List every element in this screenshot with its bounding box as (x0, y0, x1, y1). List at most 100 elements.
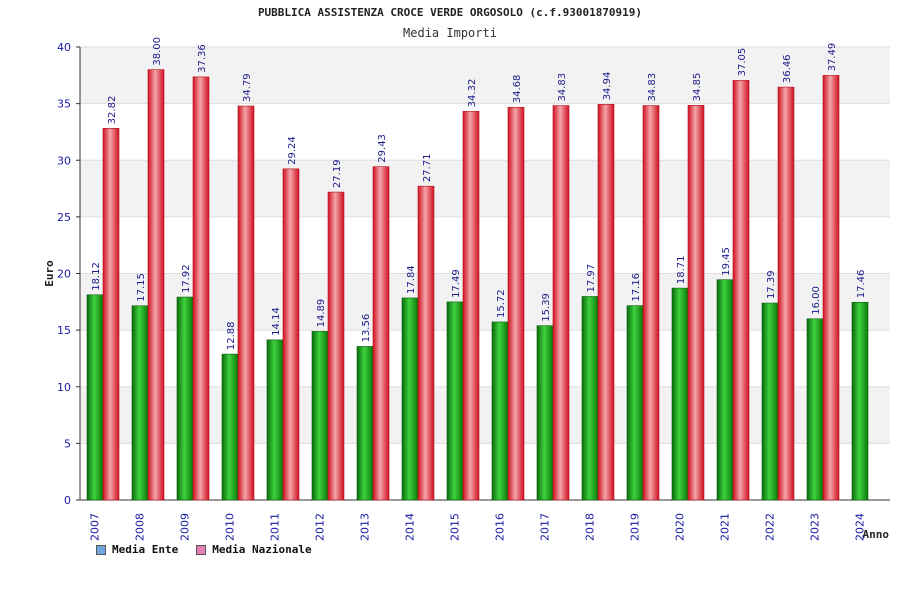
x-tick-label: 2007 (89, 513, 102, 541)
bar-media-nazionale (642, 105, 660, 501)
plot-band (80, 103, 890, 161)
bar-media-ente (176, 296, 194, 501)
data-label-media-ente: 17.15 (136, 273, 147, 302)
bar-media-nazionale (147, 69, 165, 501)
data-label-media-ente: 17.97 (586, 264, 597, 293)
legend-swatch-media-nazionale (196, 544, 207, 555)
bar-media-nazionale (462, 111, 480, 501)
bar-media-ente (716, 279, 734, 501)
data-label-media-ente: 14.89 (316, 299, 327, 328)
data-label-media-ente: 17.84 (406, 265, 417, 294)
x-tick-label: 2018 (584, 513, 597, 541)
bar-media-nazionale (777, 86, 795, 501)
x-tick-label: 2011 (269, 513, 282, 541)
y-tick-label: 25 (57, 211, 71, 224)
data-label-media-nazionale: 38.00 (152, 37, 163, 66)
x-tick-label: 2012 (314, 513, 327, 541)
y-tick-label: 40 (57, 41, 71, 54)
x-tick-label: 2010 (224, 513, 237, 541)
data-label-media-nazionale: 34.83 (557, 73, 568, 102)
bar-media-ente (851, 301, 869, 501)
x-tick-label: 2009 (179, 513, 192, 541)
bar-media-ente (311, 331, 329, 501)
bar-media-ente (86, 294, 104, 501)
bar-media-nazionale (552, 105, 570, 501)
x-tick-label: 2020 (674, 513, 687, 541)
bar-media-nazionale (102, 128, 120, 501)
bar-media-ente (626, 305, 644, 501)
bar-media-nazionale (282, 168, 300, 501)
data-label-media-ente: 19.45 (721, 247, 732, 276)
bar-media-nazionale (417, 185, 435, 501)
data-label-media-ente: 18.71 (676, 255, 687, 284)
bar-media-nazionale (372, 166, 390, 501)
data-label-media-ente: 13.56 (361, 314, 372, 343)
y-tick-label: 5 (64, 437, 71, 450)
data-label-media-ente: 12.88 (226, 321, 237, 350)
data-label-media-ente: 17.92 (181, 264, 192, 293)
bar-media-nazionale (192, 76, 210, 501)
y-tick-label: 30 (57, 154, 71, 167)
bar-media-ente (401, 297, 419, 501)
bar-media-nazionale (237, 105, 255, 501)
bar-media-ente (356, 346, 374, 501)
bar-media-ente (131, 305, 149, 501)
data-label-media-ente: 15.39 (541, 293, 552, 322)
y-tick-label: 35 (57, 98, 71, 111)
data-label-media-nazionale: 34.85 (692, 73, 703, 102)
plot-band (80, 273, 890, 331)
bar-media-ente (446, 301, 464, 501)
data-label-media-ente: 17.39 (766, 270, 777, 299)
data-label-media-ente: 16.00 (811, 286, 822, 315)
x-tick-label: 2015 (449, 513, 462, 541)
x-tick-label: 2014 (404, 513, 417, 541)
data-label-media-ente: 14.14 (271, 307, 282, 336)
data-label-media-nazionale: 37.36 (197, 44, 208, 73)
data-label-media-nazionale: 36.46 (782, 54, 793, 83)
data-label-media-nazionale: 29.43 (377, 134, 388, 163)
legend-swatch-media-ente (96, 544, 106, 555)
bar-media-ente (671, 287, 689, 501)
bar-media-ente (806, 318, 824, 501)
bar-media-nazionale (822, 75, 840, 501)
bar-media-nazionale (507, 106, 525, 501)
legend-item-media-nazionale: Media Nazionale (196, 543, 312, 556)
bar-media-nazionale (687, 105, 705, 501)
data-label-media-ente: 15.72 (496, 289, 507, 318)
bar-media-nazionale (597, 104, 615, 501)
data-label-media-nazionale: 34.68 (512, 75, 523, 104)
x-tick-label: 2013 (359, 513, 372, 541)
y-tick-label: 10 (57, 381, 71, 394)
y-axis-label: Euro (43, 260, 56, 287)
plot-band (80, 216, 890, 274)
data-label-media-nazionale: 34.94 (602, 72, 613, 101)
data-label-media-ente: 17.49 (451, 269, 462, 298)
bar-media-ente (581, 296, 599, 501)
plot-band (80, 47, 890, 104)
data-label-media-nazionale: 32.82 (107, 96, 118, 125)
chart-legend: Media Ente Media Nazionale (96, 543, 312, 556)
x-tick-label: 2016 (494, 513, 507, 541)
data-label-media-nazionale: 37.49 (827, 43, 838, 72)
data-label-media-nazionale: 29.24 (287, 136, 298, 165)
data-label-media-ente: 17.46 (856, 270, 867, 299)
data-label-media-nazionale: 34.79 (242, 73, 253, 102)
plot-band (80, 443, 890, 500)
chart-title: PUBBLICA ASSISTENZA CROCE VERDE ORGOSOLO… (257, 6, 643, 19)
data-label-media-ente: 18.12 (91, 262, 102, 291)
data-label-media-nazionale: 27.71 (422, 154, 433, 183)
y-tick-label: 0 (64, 494, 71, 507)
x-tick-label: 2008 (134, 513, 147, 541)
data-label-media-nazionale: 34.83 (647, 73, 658, 102)
y-tick-label: 20 (57, 268, 71, 281)
x-tick-label: 2023 (809, 513, 822, 541)
bar-media-ente (761, 302, 779, 501)
plot-band (80, 386, 890, 444)
bar-media-nazionale (732, 80, 750, 501)
plot-band (80, 160, 890, 217)
bar-media-nazionale (327, 191, 345, 501)
data-label-media-ente: 17.16 (631, 273, 642, 302)
legend-item-media-ente: Media Ente (96, 543, 178, 556)
legend-label-media-nazionale: Media Nazionale (212, 543, 312, 556)
